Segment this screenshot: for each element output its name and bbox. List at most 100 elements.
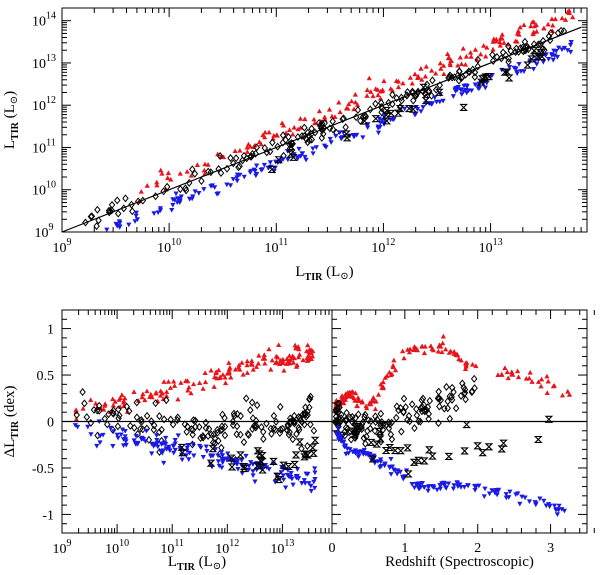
top-point-triangle-up bbox=[154, 179, 160, 185]
top-point-triangle-up bbox=[552, 16, 558, 22]
br-point-bowtie bbox=[390, 446, 400, 455]
top-point-diamond bbox=[198, 177, 205, 186]
br-point-triangle-up bbox=[343, 391, 349, 396]
top-point-triangle-up bbox=[273, 132, 280, 138]
top-point-triangle-down bbox=[559, 47, 565, 53]
br-point-diamond bbox=[365, 416, 372, 425]
bl-point-diamond bbox=[304, 441, 311, 450]
bl-xtick-label-11: 1011 bbox=[160, 538, 184, 557]
br-point-triangle-up bbox=[352, 397, 358, 403]
bl-point-triangle-up bbox=[175, 396, 181, 402]
br-point-diamond bbox=[437, 396, 444, 405]
br-point-triangle-up bbox=[544, 373, 550, 379]
bl-point-triangle-down bbox=[290, 482, 296, 488]
top-point-triangle-up bbox=[375, 92, 381, 98]
top-point-triangle-down bbox=[302, 154, 308, 160]
bl-point-triangle-down bbox=[288, 471, 294, 476]
bl-point-triangle-up bbox=[73, 407, 79, 412]
top-point-triangle-down bbox=[482, 85, 488, 91]
bl-point-triangle-up bbox=[250, 366, 256, 372]
bl-point-triangle-down bbox=[312, 477, 318, 482]
top-points bbox=[82, 8, 576, 233]
br-point-bowtie bbox=[497, 445, 507, 453]
br-point-triangle-up bbox=[455, 352, 461, 358]
bl-point-triangle-down bbox=[100, 432, 106, 438]
bl-point-triangle-up bbox=[117, 404, 123, 409]
top-point-bowtie bbox=[287, 143, 296, 151]
top-point-triangle-up bbox=[266, 129, 272, 135]
top-point-bowtie bbox=[504, 74, 514, 82]
br-point-triangle-up bbox=[463, 362, 469, 368]
bl-point-triangle-up bbox=[286, 353, 293, 358]
br-point-diamond bbox=[426, 396, 434, 405]
bl-point-triangle-down bbox=[123, 439, 129, 444]
top-point-diamond bbox=[357, 116, 364, 125]
bl-point-diamond bbox=[160, 415, 168, 424]
br-point-diamond bbox=[335, 408, 342, 417]
top-point-triangle-down bbox=[530, 66, 537, 72]
bl-point-triangle-down bbox=[172, 438, 178, 443]
top-point-triangle-up bbox=[262, 129, 268, 135]
top-point-triangle-down bbox=[354, 132, 360, 138]
top-point-triangle-down bbox=[132, 219, 138, 224]
br-point-triangle-down bbox=[472, 487, 478, 493]
top-point-bowtie bbox=[404, 104, 414, 113]
bl-point-triangle-down bbox=[289, 476, 295, 482]
top-point-diamond bbox=[247, 152, 254, 161]
bl-point-triangle-up bbox=[171, 378, 177, 384]
br-point-triangle-up bbox=[342, 395, 348, 400]
top-point-triangle-up bbox=[290, 131, 296, 137]
bl-point-diamond bbox=[215, 436, 222, 445]
br-point-triangle-up bbox=[559, 392, 566, 398]
bl-point-triangle-down bbox=[115, 435, 121, 441]
top-point-triangle-up bbox=[168, 176, 174, 182]
bl-point-diamond bbox=[234, 409, 241, 418]
bl-point-triangle-up bbox=[249, 358, 255, 363]
br-point-triangle-down bbox=[388, 456, 394, 462]
bl-point-diamond bbox=[156, 412, 163, 421]
top-point-bowtie bbox=[477, 75, 487, 83]
bl-point-triangle-down bbox=[235, 466, 241, 472]
top-point-bowtie bbox=[459, 103, 468, 112]
bl-point-triangle-up bbox=[220, 372, 226, 377]
top-point-triangle-up bbox=[441, 71, 447, 77]
bl-point-triangle-up bbox=[158, 392, 164, 398]
bl-point-triangle-up bbox=[216, 367, 222, 373]
top-point-triangle-up bbox=[297, 116, 304, 121]
bl-point-triangle-down bbox=[107, 425, 114, 431]
top-point-triangle-down bbox=[360, 135, 366, 141]
bl-point-diamond bbox=[272, 417, 280, 426]
bl-point-diamond bbox=[259, 427, 267, 436]
bl-point-triangle-up bbox=[294, 362, 300, 368]
bl-point-bowtie bbox=[253, 462, 262, 470]
bl-point-triangle-down bbox=[135, 440, 141, 446]
br-point-diamond bbox=[436, 402, 443, 411]
bl-point-triangle-up bbox=[208, 367, 214, 373]
top-point-triangle-down bbox=[212, 185, 218, 190]
top-point-triangle-down bbox=[454, 87, 460, 93]
br-point-triangle-down bbox=[443, 486, 449, 491]
bl-point-diamond bbox=[158, 425, 165, 434]
br-point-triangle-down bbox=[494, 492, 500, 498]
bl-point-triangle-down bbox=[161, 460, 167, 466]
bl-point-diamond bbox=[83, 413, 91, 422]
bl-point-triangle-down bbox=[246, 463, 252, 469]
top-point-triangle-down bbox=[313, 145, 319, 150]
top-point-triangle-up bbox=[158, 167, 164, 173]
top-point-triangle-up bbox=[215, 151, 221, 157]
bl-point-diamond bbox=[221, 431, 229, 440]
top-point-diamond bbox=[279, 138, 287, 147]
bl-point-triangle-down bbox=[184, 445, 190, 451]
br-point-diamond bbox=[393, 402, 401, 411]
top-point-bowtie bbox=[529, 47, 539, 55]
br-point-bowtie bbox=[460, 447, 469, 455]
bl-point-triangle-up bbox=[110, 396, 116, 402]
bl-point-diamond bbox=[123, 402, 130, 411]
top-point-diamond bbox=[321, 119, 328, 128]
bl-point-diamond bbox=[284, 426, 291, 435]
bl-point-triangle-down bbox=[254, 461, 260, 466]
top-point-triangle-down bbox=[247, 170, 253, 176]
top-point-triangle-down bbox=[540, 59, 546, 65]
top-point-triangle-up bbox=[395, 84, 402, 90]
br-point-triangle-down bbox=[515, 491, 521, 497]
